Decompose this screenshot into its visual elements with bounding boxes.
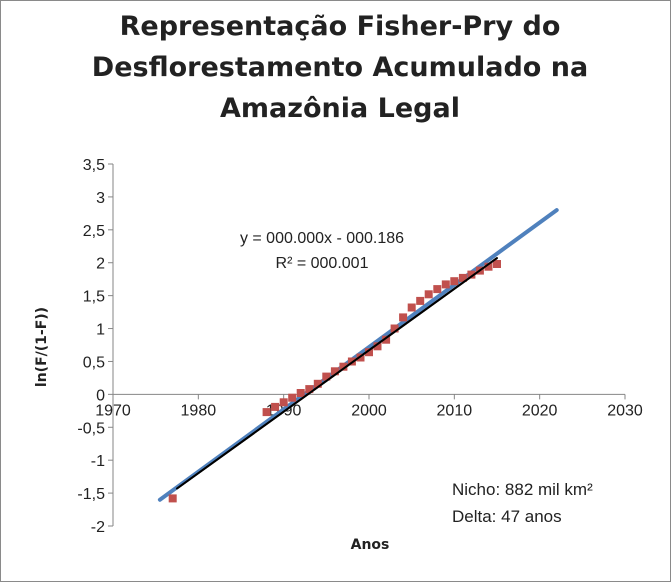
data-point [450, 277, 459, 286]
x-tick-label: 2020 [522, 402, 558, 419]
data-point [313, 379, 322, 388]
x-axis-title: Anos [351, 537, 390, 553]
y-tick-label: 2 [96, 256, 105, 273]
data-point [467, 270, 476, 279]
data-point [322, 372, 331, 381]
data-point [399, 313, 408, 322]
y-tick-label: 1 [96, 322, 105, 339]
data-point [424, 290, 433, 299]
y-tick-label: -1 [91, 453, 105, 470]
x-tick-label: 2000 [351, 402, 387, 419]
data-point [382, 335, 391, 344]
data-point [458, 273, 467, 282]
data-point [271, 402, 280, 411]
y-axis-title: ln(F/(1-F)) [34, 307, 50, 387]
data-point [407, 303, 416, 312]
chart-title: Representação Fisher-Pry do Desflorestam… [91, 11, 589, 124]
data-point [433, 285, 442, 294]
y-tick-label: -2 [91, 519, 105, 536]
annotation-nicho: Nicho: 882 mil km² [452, 480, 593, 499]
data-point [373, 342, 382, 351]
data-point [416, 296, 425, 305]
data-point [365, 348, 373, 357]
data-point [296, 389, 305, 397]
trendline-r2: R² = 000.001 [276, 255, 369, 272]
x-tick-label: 2030 [607, 402, 643, 419]
x-tick-label: 1980 [181, 402, 217, 419]
y-tick-label: 3 [96, 190, 105, 207]
x-tick-label: 2010 [437, 402, 473, 419]
x-tick-labels: 1970 1980 1990 2000 2010 2020 2030 [95, 402, 643, 419]
data-points [168, 257, 501, 503]
data-point [305, 385, 314, 394]
y-tick-label: 1,5 [83, 289, 105, 306]
data-point [339, 362, 348, 371]
data-point [279, 398, 288, 407]
y-tick-label: 2,5 [83, 223, 105, 240]
data-point [484, 262, 493, 271]
data-point [288, 393, 297, 402]
data-point [262, 408, 271, 417]
y-tick-labels: -2 -1,5 -1 -0,5 0 0,5 1 1,5 2 2,5 3 3,5 [77, 157, 105, 536]
trendline-equation: y = 000.000x - 000.186 [240, 230, 404, 247]
y-tick-label: 0,5 [83, 354, 105, 371]
data-point [168, 494, 177, 503]
data-point [390, 324, 399, 333]
data-point [330, 367, 339, 376]
trend-line-overlay [176, 257, 498, 490]
data-point [493, 260, 501, 268]
data-point [441, 280, 450, 289]
y-tick-label: -0,5 [77, 420, 105, 437]
axes [108, 163, 626, 527]
y-tick-label: 0 [96, 387, 105, 404]
y-tick-label: -1,5 [77, 486, 105, 503]
annotation-delta: Delta: 47 anos [452, 507, 562, 526]
y-tick-label: 3,5 [83, 157, 105, 174]
